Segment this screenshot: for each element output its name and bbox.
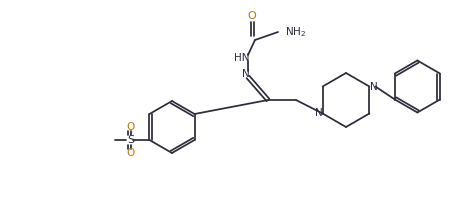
- Text: NH$_2$: NH$_2$: [285, 25, 306, 39]
- Text: HN: HN: [234, 53, 250, 63]
- Text: O: O: [126, 122, 135, 132]
- Text: S: S: [127, 135, 134, 145]
- Text: N: N: [315, 108, 322, 118]
- Text: N: N: [370, 82, 377, 92]
- Text: N: N: [242, 69, 250, 79]
- Text: O: O: [247, 11, 256, 21]
- Text: O: O: [126, 148, 135, 158]
